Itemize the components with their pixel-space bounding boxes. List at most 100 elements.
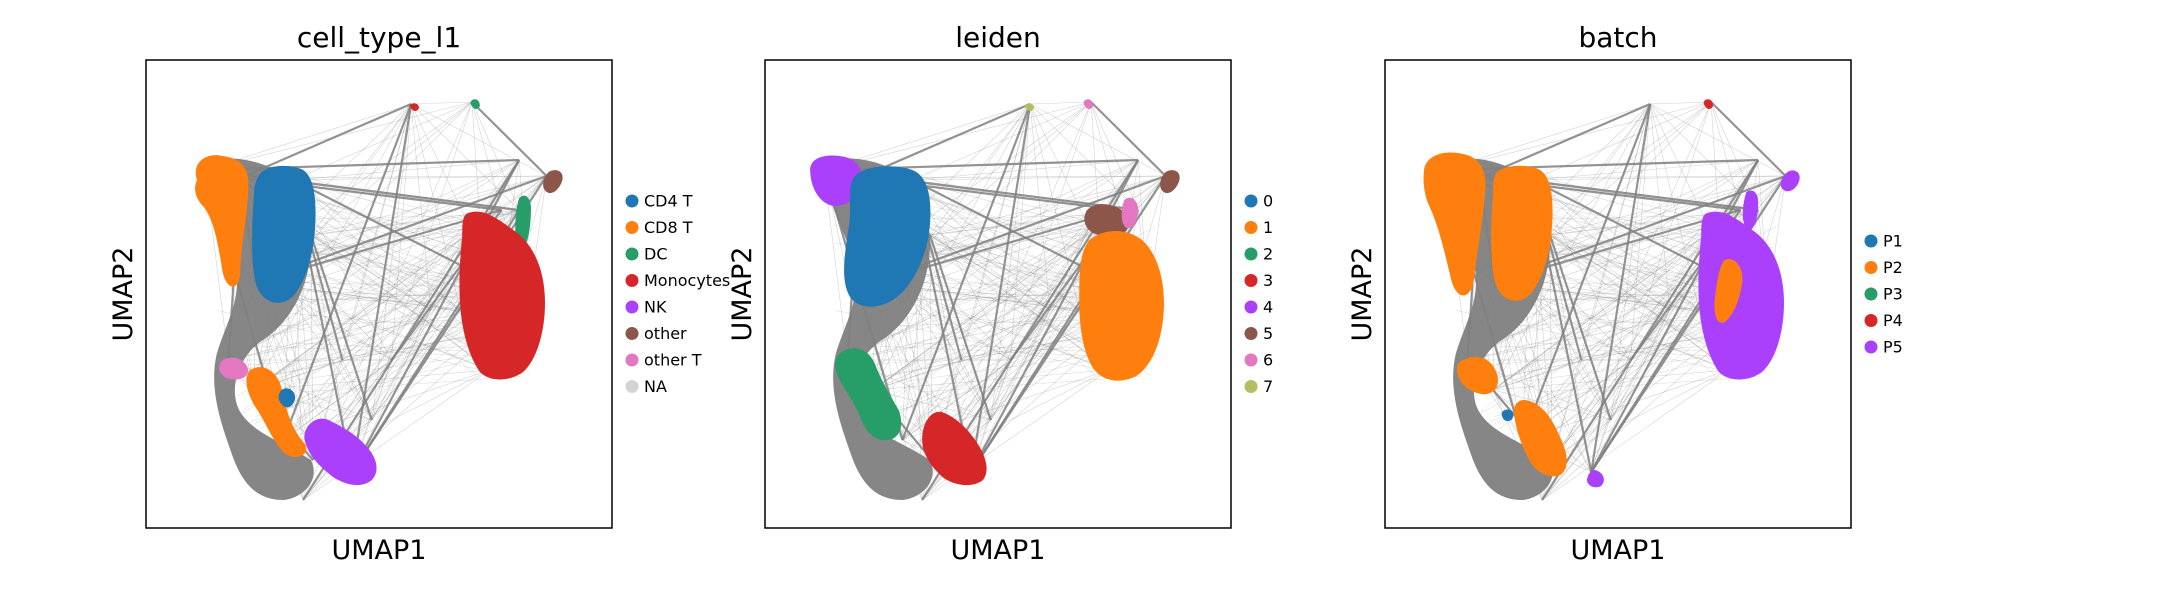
legend: P1 P2 P3 P4 P5: [1864, 232, 1903, 357]
graph-edge: [309, 290, 480, 302]
graph-edge: [1532, 175, 1786, 181]
graph-edge: [1550, 244, 1709, 344]
graph-edge: [919, 376, 1140, 393]
graph-edge: [1650, 103, 1786, 177]
legend-entry: CD4 T: [625, 192, 693, 211]
graph-edge: [859, 334, 1094, 382]
graph-edge: [1544, 213, 1719, 297]
graph-edge: [872, 359, 962, 391]
cluster-1: [1079, 231, 1164, 381]
graph-edge: [883, 287, 1086, 477]
legend-entry: 6: [1244, 351, 1273, 370]
graph-edge: [371, 309, 432, 421]
graph-edge: [293, 101, 473, 181]
graph-edge: [282, 103, 413, 441]
graph-edge: [854, 230, 1095, 417]
graph-edge: [912, 179, 1050, 311]
legend-label: CD4 T: [644, 192, 693, 211]
graph-edge: [471, 101, 520, 211]
graph-edge: [283, 159, 520, 441]
graph-edge: [884, 259, 1112, 405]
graph-edge: [1649, 103, 1759, 211]
legend-marker: [625, 194, 639, 208]
cluster-3: [922, 411, 987, 486]
graph-edge: [872, 389, 991, 421]
graph-edge: [1630, 309, 1671, 361]
graph-edge: [293, 179, 471, 229]
legend-entry: 5: [1244, 324, 1273, 343]
graph-edge: [283, 289, 392, 361]
graph-edge: [1590, 101, 1712, 473]
cluster-5: [1084, 170, 1180, 237]
graph-edge: [990, 103, 1031, 421]
legend-marker: [1244, 274, 1258, 287]
graph-edge: [1541, 419, 1612, 501]
legend-label: 3: [1263, 271, 1273, 290]
graph-edge: [1478, 102, 1651, 180]
graph-edge: [371, 159, 520, 421]
graph-edge: [293, 159, 520, 181]
graph-edge: [883, 306, 1118, 416]
graph-edge: [1524, 298, 1732, 454]
graph-edge: [1532, 179, 1759, 211]
plot-area: [810, 99, 1180, 501]
graph-edge: [912, 179, 1090, 229]
graph-edge: [970, 103, 1032, 473]
graph-edge: [391, 309, 432, 361]
graph-edge: [902, 359, 1011, 441]
graph-edge: [867, 345, 1111, 357]
graph-edge: [1710, 101, 1787, 177]
graph-edge: [1590, 103, 1652, 473]
legend-marker: [1864, 314, 1878, 327]
graph-edge: [961, 103, 1031, 361]
graph-edge: [1029, 103, 1051, 311]
graph-edge: [823, 101, 1092, 171]
legend-label: other: [644, 324, 687, 343]
graph-edge: [410, 103, 432, 311]
legend: 0 1 2 3 4 5 6 7: [1244, 192, 1273, 396]
legend-entry: Monocytes: [625, 271, 730, 290]
graph-edge: [1030, 101, 1092, 105]
graph-edge: [1630, 159, 1759, 361]
plot-area: [195, 99, 563, 501]
panel-batch: batch: [1347, 21, 1903, 566]
graph-edge: [1487, 345, 1731, 357]
graph-edge: [279, 319, 480, 326]
plot-area: [1423, 99, 1800, 501]
graph-edge: [1548, 290, 1719, 302]
graph-edge: [288, 190, 491, 260]
graph-edge: [1029, 103, 1139, 211]
cluster-other-t: [219, 357, 249, 380]
legend-marker: [1244, 194, 1258, 208]
graph-edge: [907, 190, 1110, 260]
graph-edge: [929, 103, 1031, 236]
graph-edge: [1090, 101, 1139, 211]
cluster-cd4-t: [252, 165, 316, 408]
graph-edge: [351, 103, 413, 473]
graph-edge: [411, 103, 547, 177]
graph-edge: [1527, 190, 1730, 260]
graph-edge: [1548, 234, 1612, 421]
graph-edge: [1610, 309, 1671, 421]
cluster-p5: [1586, 170, 1800, 488]
graph-edge: [342, 359, 373, 421]
legend-entry: DC: [625, 245, 668, 264]
graph-edge: [1090, 101, 1167, 177]
x-axis-label: UMAP1: [332, 535, 427, 566]
graph-edge: [410, 103, 520, 211]
graph-edge: [1590, 309, 1700, 473]
graph-edge: [838, 250, 1124, 406]
graph-edge: [990, 309, 1051, 421]
legend-entry: P2: [1864, 258, 1903, 277]
graph-edge: [253, 103, 412, 391]
graph-edge: [970, 309, 1080, 473]
graph-edge: [391, 159, 520, 361]
graph-edge: [1479, 334, 1714, 382]
legend-marker: [625, 327, 639, 340]
x-axis-label: UMAP1: [951, 535, 1046, 566]
graph-edge: [1522, 369, 1729, 441]
graph-edge: [1526, 355, 1715, 382]
graph-edge: [254, 315, 499, 424]
graph-edge: [1549, 330, 1714, 454]
graph-edge: [902, 159, 1139, 291]
